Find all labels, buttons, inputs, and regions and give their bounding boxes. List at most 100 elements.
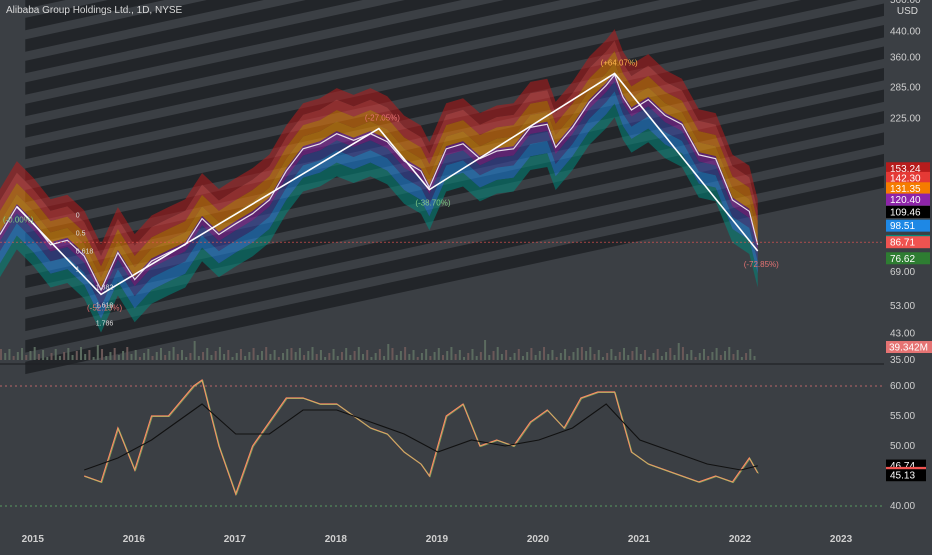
- osc-tick-label: 40.00: [890, 501, 915, 512]
- volume-bar: [29, 351, 32, 360]
- volume-bar: [8, 349, 11, 360]
- volume-bar: [538, 351, 541, 360]
- volume-bar: [412, 350, 415, 360]
- price-badge-label: 76.62: [890, 254, 915, 265]
- volume-bar: [366, 350, 369, 360]
- volume-bar: [189, 353, 192, 360]
- osc-badge: [886, 469, 926, 482]
- volume-bar: [492, 351, 495, 360]
- fib-level-label: 1: [76, 266, 80, 273]
- osc-tick-label: 60.00: [890, 381, 915, 392]
- volume-bar: [311, 347, 314, 360]
- price-badge: [886, 182, 930, 195]
- volume-bar: [429, 356, 432, 360]
- date-tick-label: 2020: [527, 534, 550, 545]
- volume-bar: [37, 354, 40, 360]
- volume-bar: [239, 349, 242, 360]
- volume-bar: [585, 351, 588, 360]
- price-badge-label: 142.30: [890, 173, 921, 184]
- osc-tick-label: 55.00: [890, 411, 915, 422]
- price-badge-label: 98.51: [890, 221, 915, 232]
- zigzag-line: [16, 72, 759, 296]
- volume-bar: [0, 349, 2, 360]
- date-tick-label: 2018: [325, 534, 348, 545]
- envelope-band-group: [0, 29, 758, 333]
- volume-bar: [719, 355, 722, 360]
- volume-bar: [463, 357, 466, 360]
- price-badge: [886, 193, 930, 206]
- fib-channel-band: [25, 175, 885, 375]
- volume-bar: [294, 352, 297, 360]
- price-tick-label: 440.00: [890, 26, 921, 37]
- volume-bar: [433, 352, 436, 360]
- volume-bar: [475, 356, 478, 360]
- volume-bar: [543, 347, 546, 360]
- volume-bar: [218, 347, 221, 360]
- volume-bar: [526, 352, 529, 360]
- pivot-label: (+64.07%): [601, 58, 638, 67]
- volume-badge-label: 39.342M: [889, 343, 928, 354]
- currency-label: USD: [896, 6, 918, 17]
- volume-bar: [332, 349, 335, 360]
- volume-bar: [84, 354, 87, 360]
- volume-bar: [446, 351, 449, 360]
- volume-bar: [458, 350, 461, 360]
- fib-channel-band: [25, 0, 462, 95]
- pivot-label: (-0.00%): [3, 216, 34, 225]
- volume-bar: [408, 354, 411, 360]
- volume-bar: [652, 353, 655, 360]
- chart-title: Alibaba Group Holdings Ltd., 1D, NYSE: [6, 5, 183, 16]
- price-badge-label: 109.46: [890, 207, 921, 218]
- envelope-band: [0, 29, 758, 256]
- volume-bar: [206, 348, 209, 360]
- sma-line: [84, 403, 758, 471]
- date-tick-label: 2019: [426, 534, 449, 545]
- volume-bar: [500, 354, 503, 360]
- price-tick-label: 35.00: [890, 355, 915, 366]
- volume-bar: [698, 353, 701, 360]
- volume-bar: [745, 353, 748, 360]
- price-badge: [886, 236, 930, 249]
- volume-bar: [496, 347, 499, 360]
- volume-bar: [370, 357, 373, 360]
- rsi-line-alt: [84, 379, 759, 496]
- volume-bar: [202, 352, 205, 360]
- volume-bar: [454, 354, 457, 360]
- volume-bar: [79, 347, 82, 360]
- volume-bar: [349, 355, 352, 360]
- volume-bar: [517, 349, 520, 360]
- volume-bar: [181, 350, 184, 360]
- volume-bar: [568, 356, 571, 360]
- fib-channel-band: [25, 0, 760, 160]
- volume-bar: [677, 343, 680, 360]
- envelope-band: [0, 72, 758, 297]
- volume-bar: [286, 349, 289, 360]
- fib-channel-band: [25, 0, 165, 31]
- volume-bar: [627, 355, 630, 360]
- volume-bar: [559, 353, 562, 360]
- volume-bar: [63, 352, 66, 360]
- volume-bar: [248, 352, 251, 360]
- volume-bar: [686, 354, 689, 360]
- volume-bar: [75, 351, 78, 360]
- volume-bar: [479, 352, 482, 360]
- volume-bar: [155, 352, 158, 360]
- fib-level-label: 1.618: [96, 302, 114, 309]
- volume-bar: [231, 357, 234, 360]
- volume-bar: [214, 351, 217, 360]
- date-tick-label: 2023: [830, 534, 853, 545]
- volume-bar: [753, 356, 756, 360]
- volume-bar: [736, 350, 739, 360]
- volume-bar: [450, 347, 453, 360]
- price-badge-label: 153.24: [890, 164, 921, 175]
- volume-bar: [740, 357, 743, 360]
- volume-bar: [715, 348, 718, 360]
- volume-bar: [109, 352, 112, 360]
- fib-channel-band: [25, 0, 660, 138]
- fib-channel-band: [25, 0, 66, 9]
- volume-bar: [197, 356, 200, 360]
- volume-bar: [694, 357, 697, 360]
- volume-bar: [71, 355, 74, 360]
- volume-bar: [33, 347, 36, 360]
